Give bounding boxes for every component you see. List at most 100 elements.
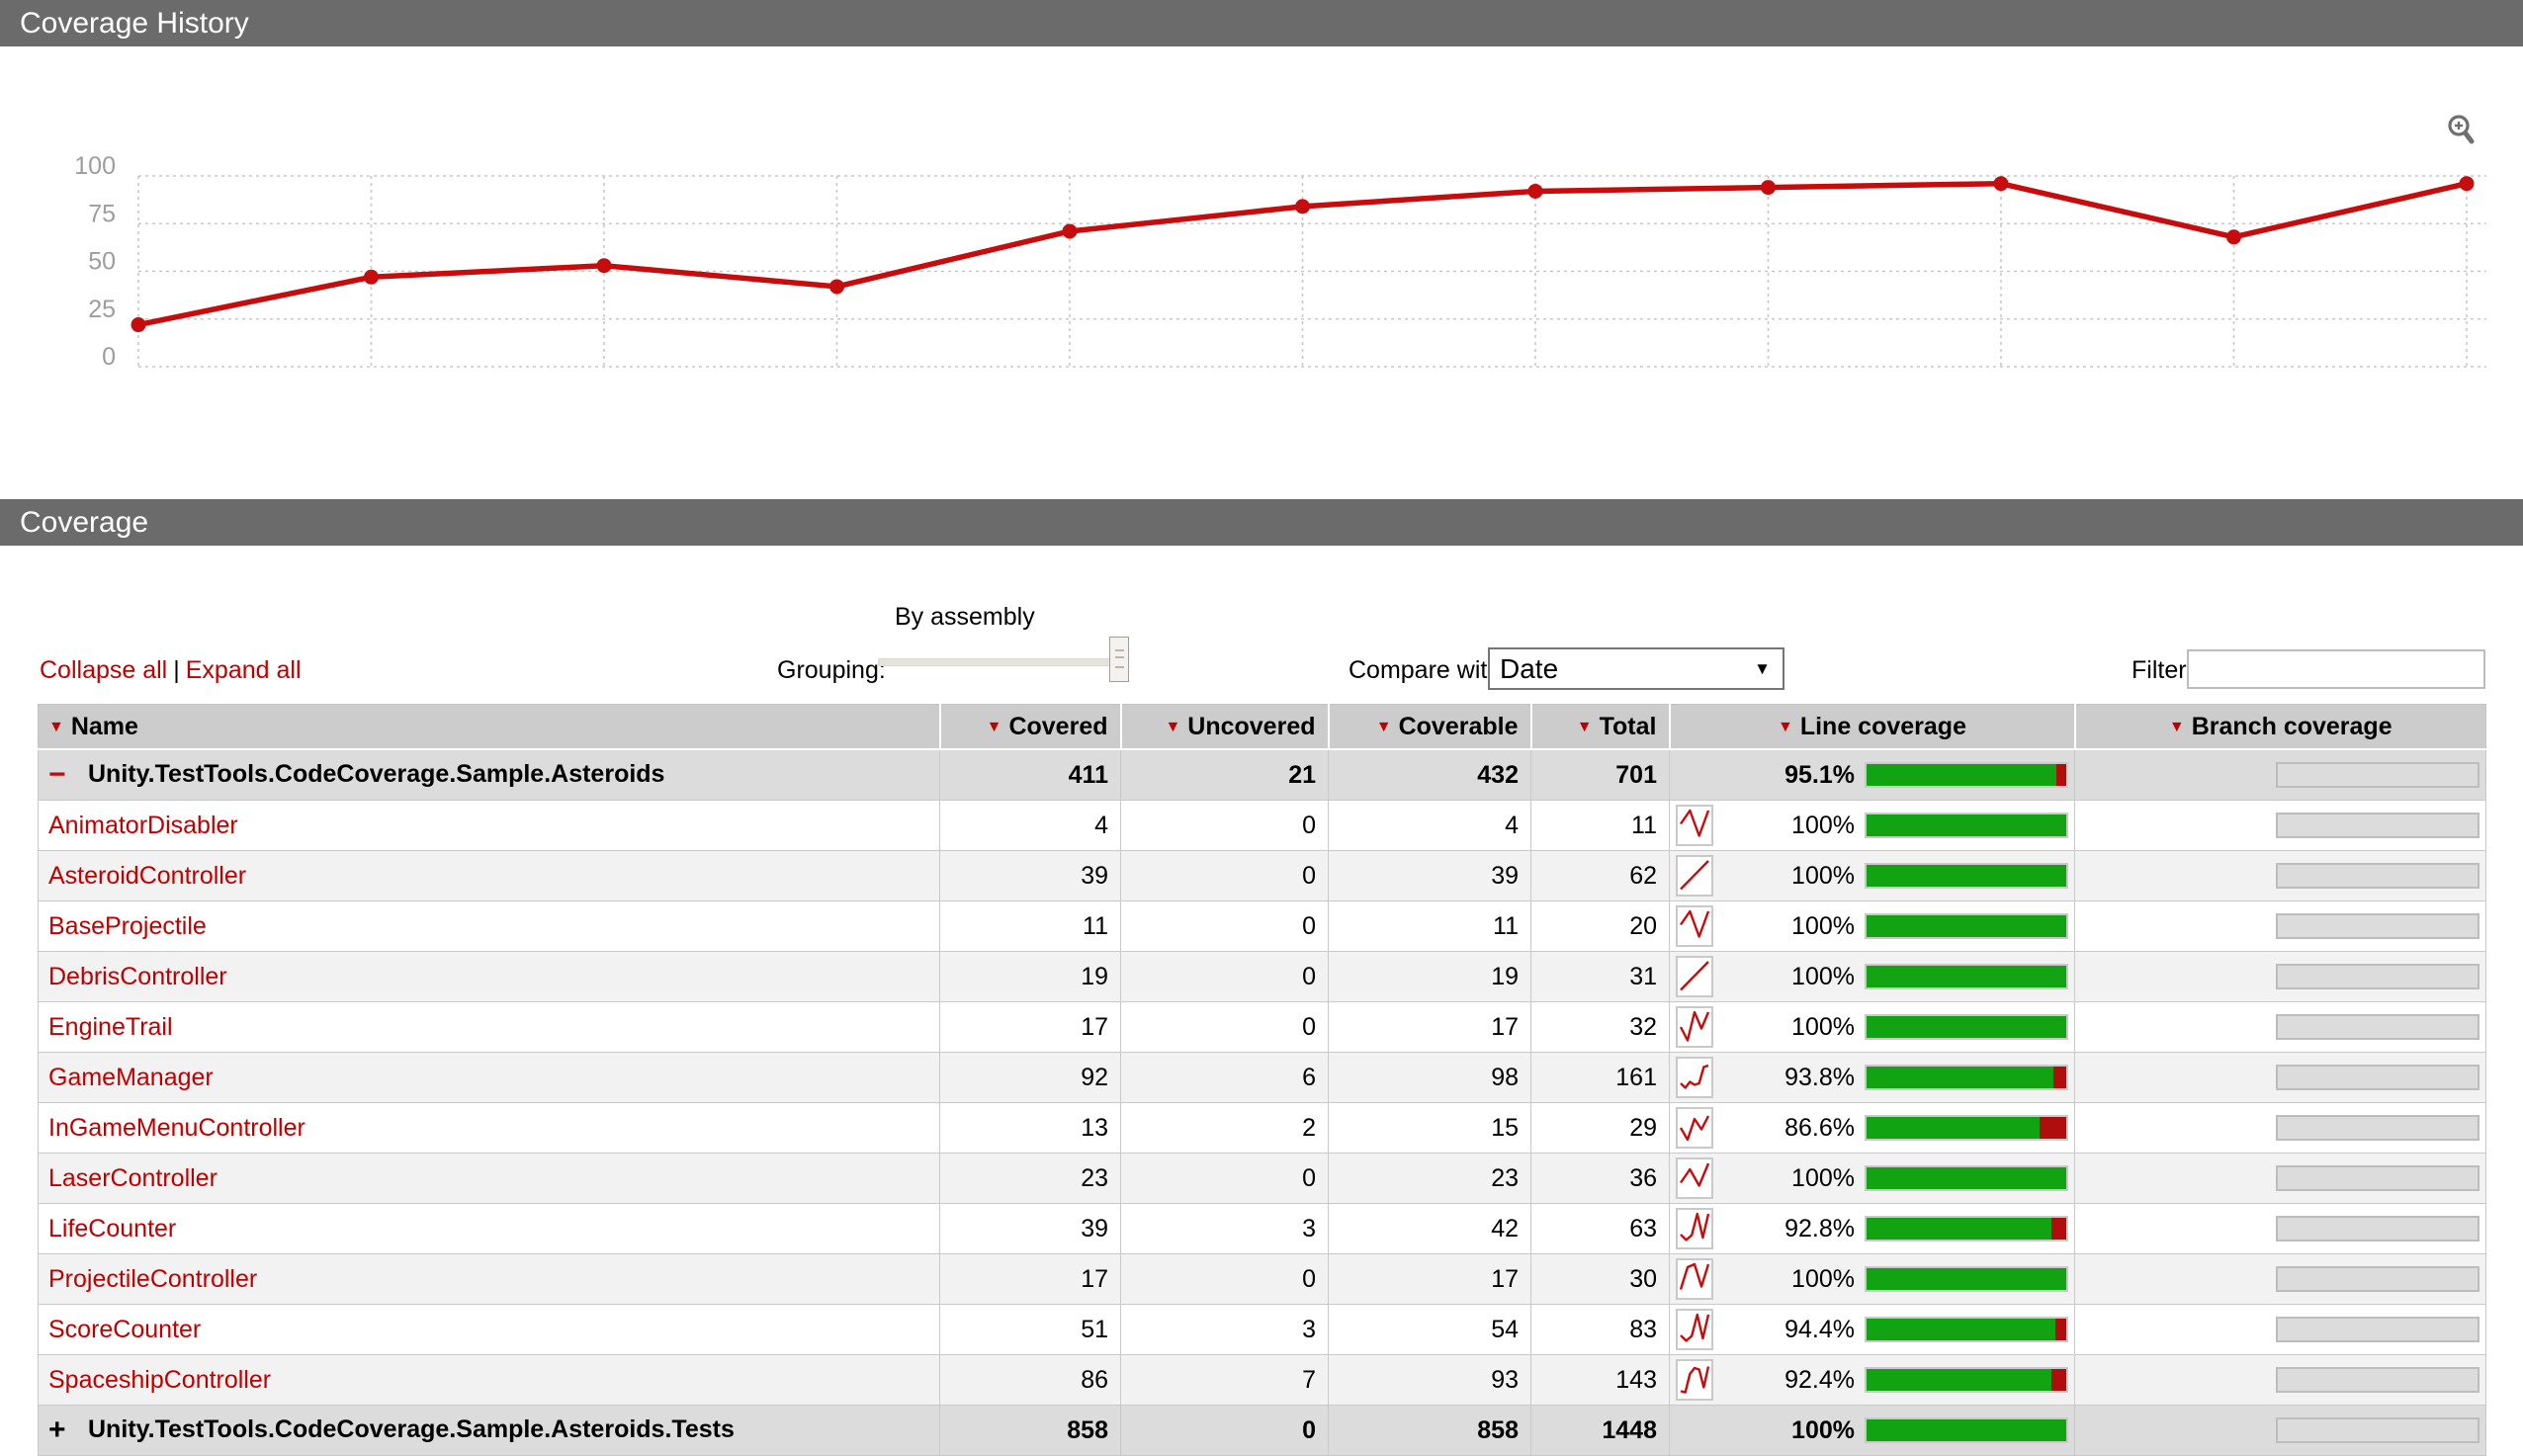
branch-coverage-empty-bar: [2276, 1115, 2480, 1141]
branch-coverage-empty-bar: [2276, 1367, 2480, 1393]
line-coverage-bar: [1865, 1165, 2068, 1191]
coverage-history-point[interactable]: [1062, 223, 1078, 239]
coverage-history-point[interactable]: [2459, 176, 2475, 192]
line-coverage-cell: 100%: [1669, 850, 2075, 901]
compare-with-select[interactable]: Date ▼: [1488, 647, 1784, 690]
uncovered-cell: 0: [1120, 850, 1329, 901]
collapse-all-link[interactable]: Collapse all: [40, 656, 168, 684]
class-row: SpaceshipController 86 7 93 143 92.4%: [38, 1354, 2486, 1406]
line-coverage-cell: 94.4%: [1669, 1304, 2075, 1355]
sort-arrow-icon: ▼: [48, 718, 64, 735]
grouping-slider-thumb[interactable]: [1109, 637, 1129, 682]
line-coverage-cell: 92.8%: [1669, 1203, 2075, 1254]
total-cell: 32: [1530, 1001, 1670, 1053]
uncovered-cell: 0: [1120, 1253, 1329, 1305]
history-sparkline-icon[interactable]: [1676, 956, 1713, 997]
class-row: EngineTrail 17 0 17 32 100%: [38, 1001, 2486, 1053]
collapse-assembly-icon[interactable]: −: [48, 758, 66, 791]
branch-coverage-cell: [2074, 748, 2486, 801]
coverage-history-point[interactable]: [1761, 180, 1776, 196]
coverable-cell: 98: [1328, 1052, 1531, 1103]
class-link[interactable]: BaseProjectile: [48, 911, 207, 940]
class-link[interactable]: AnimatorDisabler: [48, 811, 238, 839]
line-coverage-bar: [1865, 1216, 2068, 1242]
filter-input[interactable]: [2187, 649, 2485, 689]
coverage-history-point[interactable]: [596, 258, 612, 274]
class-row: BaseProjectile 11 0 11 20 100%: [38, 900, 2486, 952]
branch-coverage-cell: [2074, 1405, 2486, 1456]
history-sparkline-icon[interactable]: [1676, 1107, 1713, 1149]
covered-cell: 92: [939, 1052, 1121, 1103]
total-cell: 1448: [1530, 1405, 1670, 1456]
line-coverage-percent: 100%: [1791, 1163, 1855, 1192]
class-link[interactable]: DebrisController: [48, 962, 227, 990]
class-row: AnimatorDisabler 4 0 4 11 100%: [38, 800, 2486, 851]
line-coverage-percent: 92.4%: [1784, 1365, 1855, 1394]
history-sparkline-icon[interactable]: [1676, 1208, 1713, 1249]
history-sparkline-icon[interactable]: [1676, 1057, 1713, 1098]
line-coverage-percent: 100%: [1791, 911, 1855, 940]
column-header-total[interactable]: ▼ Total: [1530, 704, 1671, 750]
history-sparkline-icon[interactable]: [1676, 855, 1713, 897]
history-sparkline-icon[interactable]: [1676, 1157, 1713, 1199]
coverable-cell: 432: [1328, 748, 1531, 801]
branch-coverage-cell: [2074, 1304, 2486, 1355]
class-link[interactable]: SpaceshipController: [48, 1365, 272, 1394]
column-header-name[interactable]: ▼ Name: [38, 704, 941, 750]
coverable-cell: 23: [1328, 1153, 1531, 1204]
assembly-row: − Unity.TestTools.CodeCoverage.Sample.Ast…: [38, 748, 2486, 801]
chart-zoom-icon[interactable]: [2446, 113, 2478, 148]
class-link[interactable]: GameManager: [48, 1063, 214, 1091]
history-sparkline-icon[interactable]: [1676, 905, 1713, 947]
expand-all-link[interactable]: Expand all: [185, 656, 302, 684]
coverage-history-point[interactable]: [2226, 229, 2241, 245]
branch-coverage-empty-bar: [2276, 1417, 2480, 1443]
column-header-branch-coverage[interactable]: ▼ Branch coverage: [2074, 704, 2486, 750]
grouping-slider-track[interactable]: [878, 658, 1111, 666]
line-coverage-bar: [1865, 1115, 2068, 1141]
branch-coverage-empty-bar: [2276, 762, 2480, 788]
history-sparkline-icon[interactable]: [1676, 805, 1713, 846]
coverage-history-point[interactable]: [829, 279, 844, 295]
line-coverage-cell: 100%: [1669, 800, 2075, 851]
class-link[interactable]: ProjectileController: [48, 1264, 258, 1293]
class-link[interactable]: ScoreCounter: [48, 1315, 202, 1343]
expand-assembly-icon[interactable]: +: [48, 1413, 66, 1446]
coverage-history-chart: 0 25 50 75 100: [74, 152, 2486, 371]
line-coverage-bar: [1865, 1417, 2068, 1443]
history-sparkline-icon[interactable]: [1676, 1359, 1713, 1401]
line-coverage-percent: 86.6%: [1784, 1113, 1855, 1142]
class-link[interactable]: AsteroidController: [48, 861, 247, 890]
line-coverage-cell: 100%: [1669, 1405, 2075, 1456]
history-sparkline-icon[interactable]: [1676, 1309, 1713, 1350]
column-header-coverable[interactable]: ▼ Coverable: [1328, 704, 1532, 750]
y-axis-tick-label: 100: [74, 152, 116, 180]
uncovered-cell: 6: [1120, 1052, 1329, 1103]
grouping-value-label: By assembly: [895, 603, 1035, 631]
total-cell: 83: [1530, 1304, 1670, 1355]
column-header-label: Line coverage: [1799, 712, 1966, 740]
sort-arrow-icon: ▼: [2168, 718, 2185, 735]
column-header-uncovered[interactable]: ▼ Uncovered: [1120, 704, 1330, 750]
class-link[interactable]: InGameMenuController: [48, 1113, 305, 1142]
line-coverage-cell: 95.1%: [1669, 748, 2075, 801]
uncovered-cell: 3: [1120, 1203, 1329, 1254]
line-coverage-percent: 100%: [1791, 861, 1855, 890]
coverage-history-point[interactable]: [1527, 183, 1543, 199]
branch-coverage-cell: [2074, 951, 2486, 1002]
class-link[interactable]: LifeCounter: [48, 1214, 177, 1242]
coverage-history-point[interactable]: [1295, 199, 1310, 214]
covered-cell: 23: [939, 1153, 1121, 1204]
history-sparkline-icon[interactable]: [1676, 1258, 1713, 1300]
coverage-history-point[interactable]: [130, 317, 146, 333]
class-link[interactable]: LaserController: [48, 1163, 218, 1192]
coverable-cell: 54: [1328, 1304, 1531, 1355]
coverage-history-point[interactable]: [1993, 176, 2009, 192]
history-sparkline-icon[interactable]: [1676, 1006, 1713, 1048]
coverage-history-point[interactable]: [364, 269, 379, 285]
column-header-covered[interactable]: ▼ Covered: [939, 704, 1122, 750]
class-link[interactable]: EngineTrail: [48, 1012, 173, 1041]
coverage-table: ▼ Name ▼ Covered ▼ Uncovered ▼ Coverable ▼ Total ▼…: [38, 704, 2486, 1456]
column-header-line-coverage[interactable]: ▼ Line coverage: [1669, 704, 2076, 750]
uncovered-cell: 0: [1120, 1405, 1329, 1456]
